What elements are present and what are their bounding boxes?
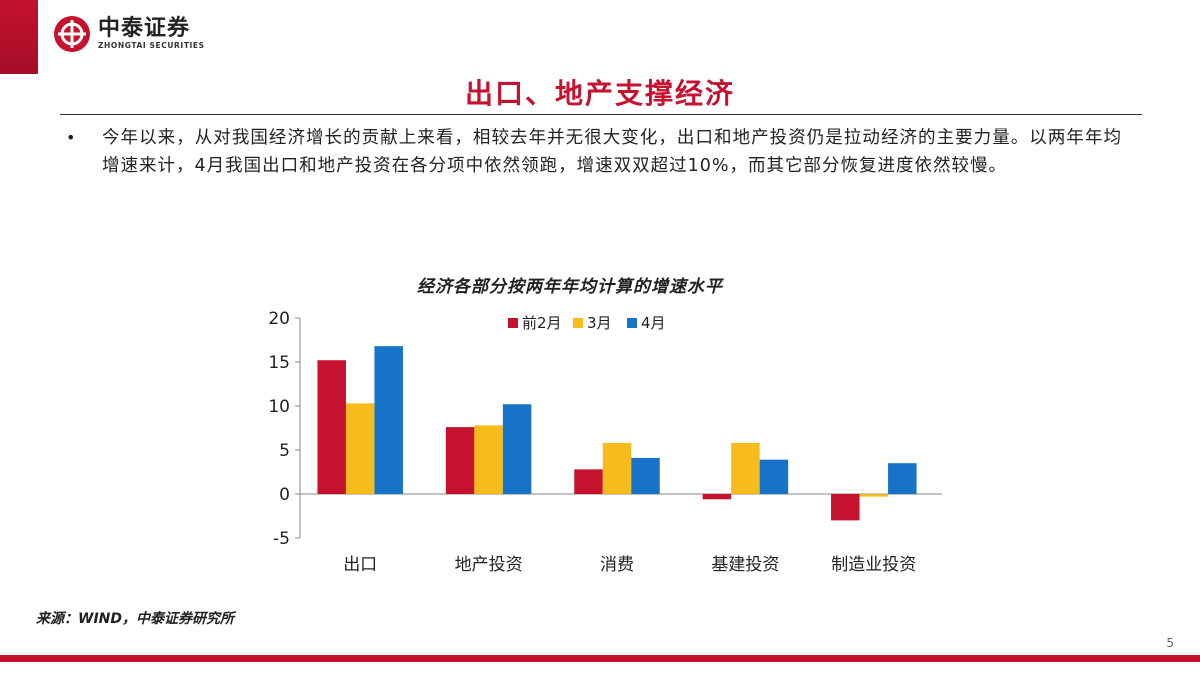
legend-swatch — [573, 318, 583, 328]
legend-swatch — [627, 318, 637, 328]
growth-bar-chart: -5 0 5 10 15 20 出口 地产投资 消费 基建投资 制造业投资 前2月 3月 4月 — [268, 309, 942, 575]
y-tick-label: 10 — [268, 397, 290, 417]
source-note: 来源：WIND，中泰证券研究所 — [36, 611, 234, 627]
page-number: 5 — [1166, 636, 1174, 650]
category-label: 基建投资 — [711, 555, 779, 575]
bar-1 — [702, 494, 732, 500]
bar-2 — [859, 494, 889, 497]
bullet-point: • 今年以来，从对我国经济增长的贡献上来看，相较去年并无很大变化，出口和地产投资… — [64, 124, 1124, 180]
bottom-bar — [0, 655, 1200, 662]
company-logo: 中泰证券 ZHONGTAI SECURITIES — [52, 14, 205, 54]
legend-label: 前2月 — [522, 314, 562, 332]
legend-label: 4月 — [641, 314, 666, 332]
bar-3 — [888, 463, 917, 494]
logo-mark-icon — [54, 16, 90, 52]
bullet-text: 今年以来，从对我国经济增长的贡献上来看，相较去年并无很大变化，出口和地产投资仍是… — [102, 128, 1122, 176]
y-tick-label: 20 — [268, 309, 290, 329]
y-tick-label: 0 — [279, 485, 290, 505]
category-label: 制造业投资 — [831, 555, 916, 575]
category-label: 地产投资 — [455, 555, 523, 575]
bar-1 — [445, 427, 475, 494]
bar-2 — [345, 403, 375, 494]
chart-title: 经济各部分按两年年均计算的增速水平 — [417, 277, 723, 297]
bar-2 — [474, 425, 503, 494]
logo-name-en: ZHONGTAI SECURITIES — [98, 41, 205, 50]
bar-3 — [759, 459, 789, 494]
logo-name-cn: 中泰证券 — [98, 16, 191, 41]
category-label: 出口 — [343, 555, 377, 575]
category-label: 消费 — [600, 555, 634, 575]
bar-2 — [602, 442, 632, 494]
bar-3 — [502, 404, 532, 494]
legend-label: 3月 — [587, 314, 612, 332]
y-tick-label: 5 — [279, 441, 290, 461]
bar-1 — [317, 360, 346, 494]
bar-1 — [831, 494, 860, 521]
bullet-dot-icon: • — [66, 128, 76, 147]
left-accent-bar — [0, 0, 38, 74]
slide-title: 出口、地产支撑经济 — [464, 77, 735, 110]
y-tick-label: 15 — [268, 353, 290, 373]
bar-2 — [731, 442, 760, 494]
y-tick-label: -5 — [273, 529, 290, 549]
legend-swatch — [508, 318, 518, 328]
bar-3 — [374, 346, 403, 494]
bar-3 — [631, 457, 660, 494]
title-divider — [60, 114, 1142, 115]
bar-1 — [574, 469, 603, 494]
